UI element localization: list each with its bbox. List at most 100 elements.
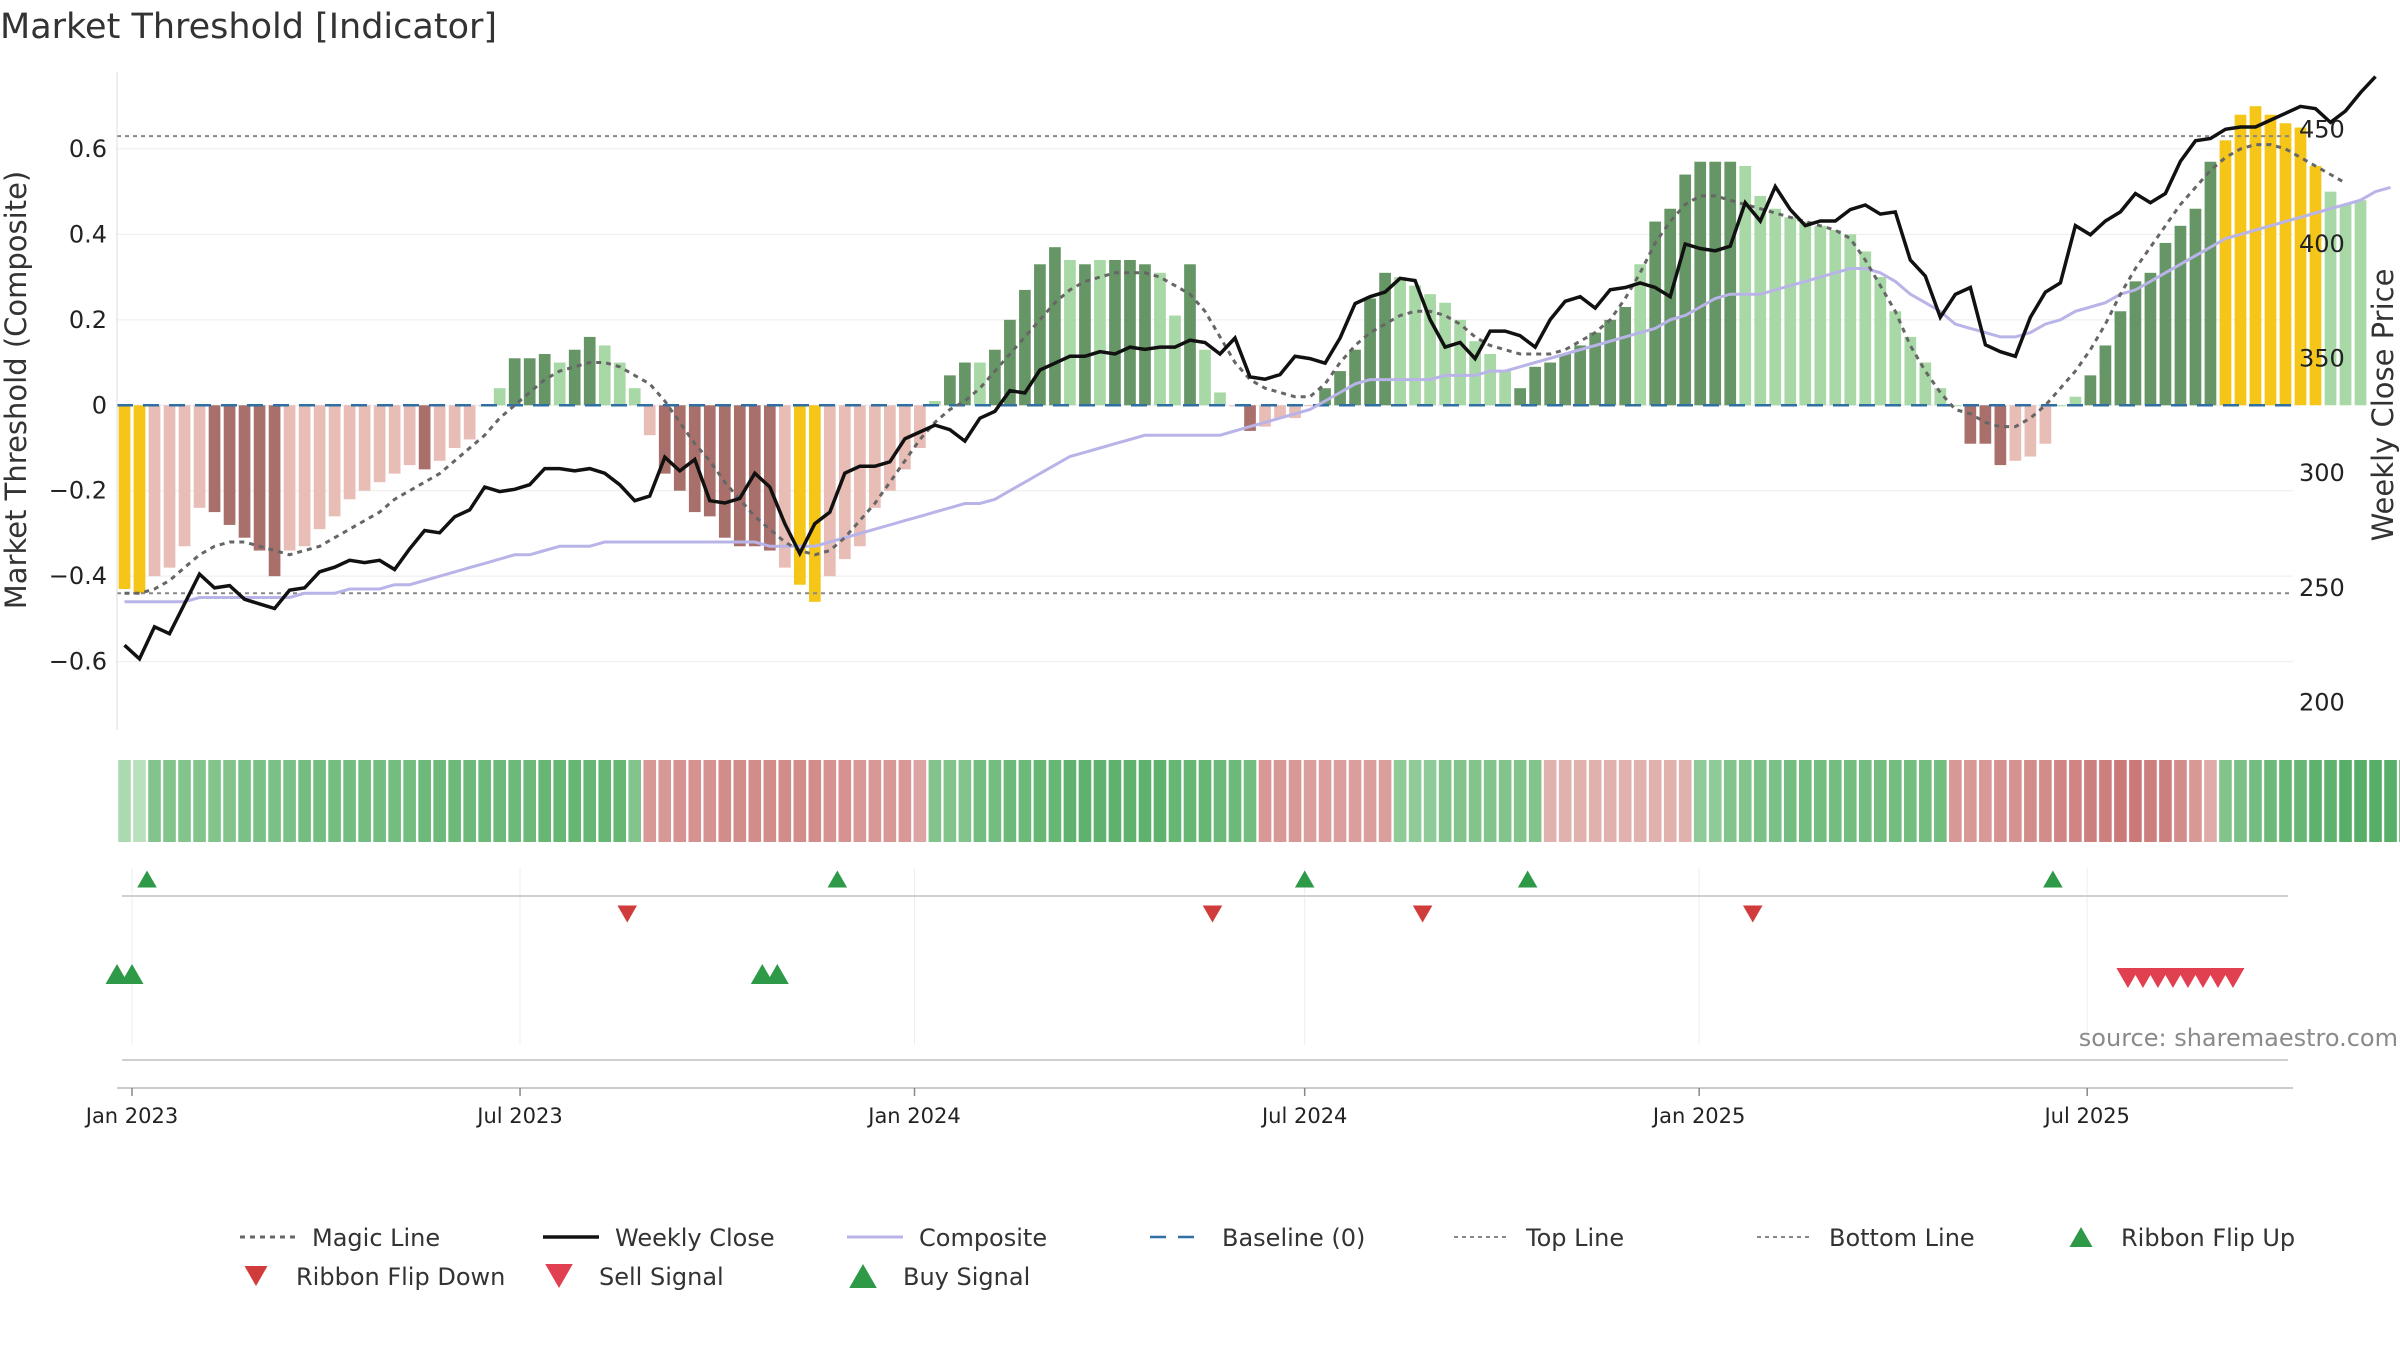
ribbon-cell <box>1138 760 1152 842</box>
composite-bar <box>718 405 731 538</box>
legend-item: Weekly Close <box>543 1224 775 1252</box>
composite-bar <box>974 362 986 406</box>
composite-bar <box>959 362 971 406</box>
composite-bar <box>238 405 251 538</box>
sell-signal-marker <box>2161 968 2185 988</box>
y-tick-label-left: −0.6 <box>49 648 107 676</box>
composite-bar <box>193 405 206 508</box>
sell-signal-marker <box>2221 968 2245 988</box>
ribbon-cell <box>418 760 431 842</box>
ribbon-cell <box>343 760 356 842</box>
ribbon-cell <box>2339 760 2352 842</box>
ribbon-cell <box>1198 760 1212 842</box>
ribbon-cell <box>733 760 747 842</box>
composite-bar <box>1904 336 1917 406</box>
composite-bar <box>1304 405 1316 407</box>
composite-bar <box>1709 161 1722 406</box>
ribbon-cell <box>2174 760 2187 842</box>
ribbon-cell <box>538 760 551 842</box>
y-tick-label-right: 300 <box>2299 459 2345 487</box>
composite-bar <box>944 375 956 406</box>
composite-bar <box>1379 272 1391 406</box>
composite-bar <box>1814 225 1827 406</box>
ribbon-cell <box>1543 760 1557 842</box>
ribbon-cell <box>2069 760 2082 842</box>
ribbon-cell <box>988 760 1002 842</box>
composite-bar <box>808 405 821 602</box>
y-tick-label-left: 0.2 <box>69 306 107 334</box>
ribbon-cell <box>2024 760 2037 842</box>
ribbon-cell <box>613 760 627 842</box>
source-credit: source: sharemaestro.com <box>2079 1024 2398 1052</box>
y-axis-label-right: Weekly Close Price <box>2366 269 2400 542</box>
x-tick-label: Jan 2025 <box>1651 1104 1746 1128</box>
ribbon-cell <box>178 760 191 842</box>
x-tick-label: Jul 2024 <box>1260 1104 1347 1128</box>
composite-bar <box>673 405 686 491</box>
composite-bar <box>313 405 326 530</box>
ribbon-flip-up-marker <box>2043 870 2063 888</box>
composite-bar <box>2009 405 2022 461</box>
ribbon-cell <box>328 760 341 842</box>
legend-label: Ribbon Flip Up <box>2121 1224 2295 1252</box>
ribbon-cell <box>1498 760 1512 842</box>
composite-bar <box>523 358 536 406</box>
ribbon-cell <box>1243 760 1257 842</box>
ribbon-cell <box>808 760 822 842</box>
composite-bar <box>1169 315 1181 406</box>
ribbon-cell <box>148 760 161 842</box>
y-tick-label-right: 200 <box>2299 688 2345 716</box>
composite-bar <box>778 405 791 568</box>
ribbon-cell <box>2234 760 2247 842</box>
composite-bar <box>2324 191 2337 406</box>
ribbon-cell <box>643 760 657 842</box>
legend-label: Buy Signal <box>903 1263 1030 1291</box>
x-tick-label: Jan 2024 <box>866 1104 961 1128</box>
ribbon-cell <box>1678 760 1692 842</box>
ribbon-cell <box>2354 760 2367 842</box>
y-tick-label-left: 0 <box>92 391 107 419</box>
composite-bar <box>1679 174 1692 406</box>
composite-bar <box>1589 332 1602 406</box>
composite-bar <box>373 405 386 483</box>
ribbon-cell <box>1273 760 1287 842</box>
signal-markers <box>105 870 2245 988</box>
composite-bar <box>2084 375 2097 406</box>
ribbon-cell <box>2309 760 2322 842</box>
legend-item: Baseline (0) <box>1150 1224 1365 1252</box>
ribbon-cell <box>973 760 987 842</box>
ribbon-cell <box>1979 760 1992 842</box>
ribbon-cell <box>958 760 972 842</box>
ribbon-cell <box>508 760 521 842</box>
ribbon-cell <box>1919 760 1932 842</box>
ribbon-cell <box>628 760 642 842</box>
ribbon-cell <box>133 760 146 842</box>
composite-bar <box>2279 123 2292 406</box>
composite-bar <box>2039 405 2052 444</box>
gridlines <box>117 148 2293 1045</box>
ribbon-cell <box>1048 760 1062 842</box>
ribbon-cell <box>1258 760 1272 842</box>
composite-bar <box>568 349 581 406</box>
ribbon-cell <box>1768 760 1782 842</box>
y-tick-label-left: 0.4 <box>69 220 107 248</box>
composite-bar <box>658 405 671 474</box>
composite-bar <box>1574 345 1587 406</box>
ribbon-cell <box>898 760 912 842</box>
composite-bar <box>1064 260 1076 406</box>
composite-bar <box>1349 349 1361 406</box>
composite-bar <box>989 349 1001 406</box>
composite-bar <box>553 362 566 406</box>
magic-line <box>124 143 2347 595</box>
ribbon-cell <box>823 760 837 842</box>
composite-bar <box>703 405 716 517</box>
buy-signal-marker <box>105 964 129 984</box>
composite-bar <box>1769 208 1782 406</box>
x-tick-label: Jan 2023 <box>84 1104 179 1128</box>
composite-bar <box>1259 405 1271 427</box>
ribbon-cell <box>1723 760 1737 842</box>
ribbon-cell <box>778 760 792 842</box>
ribbon-cell <box>1438 760 1452 842</box>
ribbon-cell <box>223 760 236 842</box>
composite-bar <box>343 405 356 500</box>
